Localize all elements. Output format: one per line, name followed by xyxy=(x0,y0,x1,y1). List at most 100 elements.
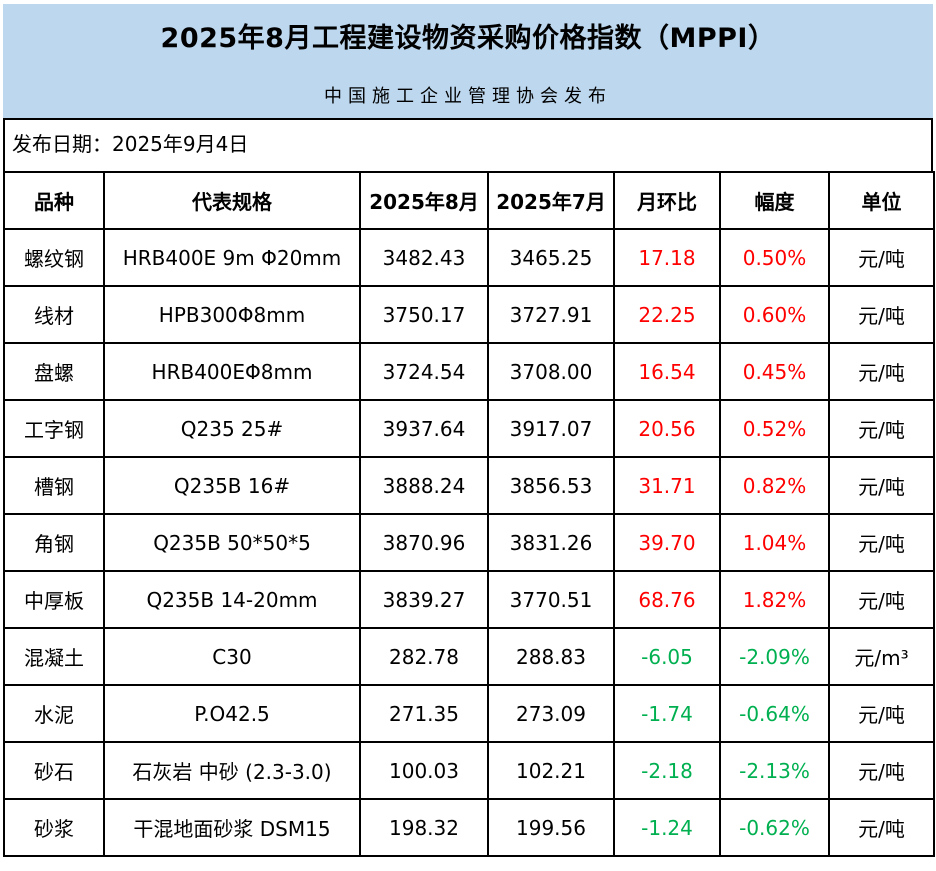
table-row: 槽钢 Q235B 16# 3888.24 3856.53 31.71 0.82% 元/吨 xyxy=(3,456,935,515)
cell-spec: C30 xyxy=(103,627,361,686)
cell-price-aug: 3888.24 xyxy=(359,456,489,515)
cell-spec: HPB300Φ8mm xyxy=(103,285,361,344)
cell-price-jul: 288.83 xyxy=(487,627,615,686)
cell-variety: 砂浆 xyxy=(3,798,105,857)
cell-variety: 线材 xyxy=(3,285,105,344)
cell-mom-change: 16.54 xyxy=(613,342,721,401)
cell-change-rate: -2.09% xyxy=(719,627,830,686)
cell-mom-change: 22.25 xyxy=(613,285,721,344)
cell-variety: 水泥 xyxy=(3,684,105,743)
cell-variety: 中厚板 xyxy=(3,570,105,629)
col-header-variety: 品种 xyxy=(3,171,105,230)
cell-change-rate: -0.64% xyxy=(719,684,830,743)
cell-price-aug: 3724.54 xyxy=(359,342,489,401)
table-row: 线材 HPB300Φ8mm 3750.17 3727.91 22.25 0.60% 元/吨 xyxy=(3,285,935,344)
cell-variety: 砂石 xyxy=(3,741,105,800)
cell-change-rate: 0.50% xyxy=(719,228,830,287)
cell-spec: HRB400EΦ8mm xyxy=(103,342,361,401)
cell-price-jul: 3465.25 xyxy=(487,228,615,287)
cell-mom-change: 17.18 xyxy=(613,228,721,287)
cell-price-aug: 3839.27 xyxy=(359,570,489,629)
table-row: 水泥 P.O42.5 271.35 273.09 -1.74 -0.64% 元/吨 xyxy=(3,684,935,743)
cell-change-rate: -0.62% xyxy=(719,798,830,857)
cell-unit: 元/吨 xyxy=(828,285,935,344)
cell-unit: 元/吨 xyxy=(828,741,935,800)
cell-variety: 螺纹钢 xyxy=(3,228,105,287)
cell-spec: Q235B 16# xyxy=(103,456,361,515)
release-date-row: 发布日期：2025年9月4日 xyxy=(3,118,933,171)
cell-unit: 元/吨 xyxy=(828,228,935,287)
col-header-spec: 代表规格 xyxy=(103,171,361,230)
cell-change-rate: 0.45% xyxy=(719,342,830,401)
cell-price-aug: 3937.64 xyxy=(359,399,489,458)
cell-price-jul: 3917.07 xyxy=(487,399,615,458)
cell-unit: 元/吨 xyxy=(828,342,935,401)
publisher-subtitle: 中国施工企业管理协会发布 xyxy=(324,86,612,107)
cell-variety: 工字钢 xyxy=(3,399,105,458)
col-header-rate: 幅度 xyxy=(719,171,830,230)
cell-spec: Q235B 50*50*5 xyxy=(103,513,361,572)
cell-price-jul: 3727.91 xyxy=(487,285,615,344)
cell-mom-change: -1.74 xyxy=(613,684,721,743)
table-body: 螺纹钢 HRB400E 9m Φ20mm 3482.43 3465.25 17.18 0.… xyxy=(3,228,935,857)
cell-variety: 角钢 xyxy=(3,513,105,572)
release-date-text: 发布日期：2025年9月4日 xyxy=(12,132,249,156)
table-row: 混凝土 C30 282.78 288.83 -6.05 -2.09% 元/m³ xyxy=(3,627,935,686)
cell-unit: 元/吨 xyxy=(828,513,935,572)
cell-price-aug: 3870.96 xyxy=(359,513,489,572)
cell-price-jul: 273.09 xyxy=(487,684,615,743)
header-banner: 2025年8月工程建设物资采购价格指数（MPPI） 中国施工企业管理协会发布 xyxy=(3,4,933,118)
cell-change-rate: 1.04% xyxy=(719,513,830,572)
cell-price-jul: 199.56 xyxy=(487,798,615,857)
cell-unit: 元/吨 xyxy=(828,456,935,515)
mppi-report-page: 2025年8月工程建设物资采购价格指数（MPPI） 中国施工企业管理协会发布 发… xyxy=(3,4,935,857)
table-row: 砂石 石灰岩 中砂 (2.3-3.0) 100.03 102.21 -2.18 -2.13… xyxy=(3,741,935,800)
col-header-aug-2025: 2025年8月 xyxy=(359,171,489,230)
page-title: 2025年8月工程建设物资采购价格指数（MPPI） xyxy=(160,23,776,54)
cell-mom-change: 20.56 xyxy=(613,399,721,458)
table-row: 工字钢 Q235 25# 3937.64 3917.07 20.56 0.52% 元/吨 xyxy=(3,399,935,458)
cell-price-aug: 271.35 xyxy=(359,684,489,743)
cell-unit: 元/吨 xyxy=(828,399,935,458)
cell-spec: 石灰岩 中砂 (2.3-3.0) xyxy=(103,741,361,800)
cell-change-rate: 0.60% xyxy=(719,285,830,344)
cell-change-rate: -2.13% xyxy=(719,741,830,800)
cell-price-jul: 3770.51 xyxy=(487,570,615,629)
cell-price-aug: 198.32 xyxy=(359,798,489,857)
cell-mom-change: 39.70 xyxy=(613,513,721,572)
cell-price-jul: 3708.00 xyxy=(487,342,615,401)
cell-unit: 元/吨 xyxy=(828,798,935,857)
table-header-row: 品种 代表规格 2025年8月 2025年7月 月环比 幅度 单位 xyxy=(3,171,935,230)
col-header-jul-2025: 2025年7月 xyxy=(487,171,615,230)
table-row: 中厚板 Q235B 14-20mm 3839.27 3770.51 68.76 1.82%… xyxy=(3,570,935,629)
cell-mom-change: 68.76 xyxy=(613,570,721,629)
cell-price-aug: 282.78 xyxy=(359,627,489,686)
price-index-table: 品种 代表规格 2025年8月 2025年7月 月环比 幅度 单位 螺纹钢 HRB… xyxy=(3,171,935,857)
cell-spec: 干混地面砂浆 DSM15 xyxy=(103,798,361,857)
cell-spec: Q235B 14-20mm xyxy=(103,570,361,629)
cell-price-jul: 3831.26 xyxy=(487,513,615,572)
cell-unit: 元/吨 xyxy=(828,684,935,743)
cell-variety: 槽钢 xyxy=(3,456,105,515)
cell-variety: 混凝土 xyxy=(3,627,105,686)
table-row: 角钢 Q235B 50*50*5 3870.96 3831.26 39.70 1.04% 元… xyxy=(3,513,935,572)
cell-spec: Q235 25# xyxy=(103,399,361,458)
cell-price-aug: 3750.17 xyxy=(359,285,489,344)
cell-spec: P.O42.5 xyxy=(103,684,361,743)
table-row: 砂浆 干混地面砂浆 DSM15 198.32 199.56 -1.24 -0.62% 元/吨 xyxy=(3,798,935,857)
cell-mom-change: 31.71 xyxy=(613,456,721,515)
col-header-unit: 单位 xyxy=(828,171,935,230)
cell-price-aug: 100.03 xyxy=(359,741,489,800)
cell-unit: 元/吨 xyxy=(828,570,935,629)
cell-mom-change: -6.05 xyxy=(613,627,721,686)
cell-change-rate: 0.82% xyxy=(719,456,830,515)
cell-mom-change: -2.18 xyxy=(613,741,721,800)
table-row: 盘螺 HRB400EΦ8mm 3724.54 3708.00 16.54 0.45% 元/吨 xyxy=(3,342,935,401)
cell-price-aug: 3482.43 xyxy=(359,228,489,287)
cell-price-jul: 102.21 xyxy=(487,741,615,800)
cell-spec: HRB400E 9m Φ20mm xyxy=(103,228,361,287)
cell-change-rate: 0.52% xyxy=(719,399,830,458)
cell-change-rate: 1.82% xyxy=(719,570,830,629)
cell-variety: 盘螺 xyxy=(3,342,105,401)
cell-mom-change: -1.24 xyxy=(613,798,721,857)
